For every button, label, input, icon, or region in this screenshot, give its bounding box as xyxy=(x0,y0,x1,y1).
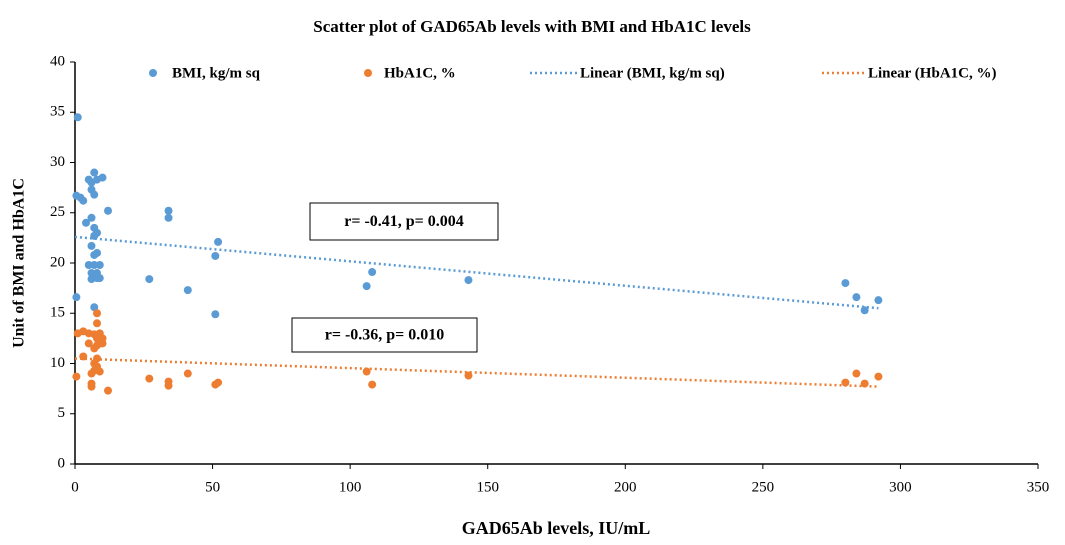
data-point xyxy=(90,168,99,177)
x-tick-label: 150 xyxy=(476,479,499,495)
data-point xyxy=(860,379,869,388)
data-point xyxy=(98,339,107,348)
data-point xyxy=(90,303,99,312)
x-tick-label: 200 xyxy=(614,479,637,495)
legend-marker xyxy=(149,69,157,77)
legend-label: BMI, kg/m sq xyxy=(172,65,261,81)
data-point xyxy=(164,206,173,215)
data-point xyxy=(90,261,99,270)
legend-label: Linear (HbA1C, %) xyxy=(868,65,996,81)
data-point xyxy=(79,196,88,205)
data-point xyxy=(164,381,173,390)
annotation-box xyxy=(291,317,478,353)
data-point xyxy=(87,213,96,222)
trendline xyxy=(74,235,879,310)
data-point xyxy=(87,269,96,278)
data-point xyxy=(368,380,377,389)
annotation-box xyxy=(309,202,499,241)
data-point xyxy=(79,352,88,361)
data-point xyxy=(84,261,93,270)
data-point xyxy=(211,310,220,319)
data-point xyxy=(95,274,104,283)
data-point xyxy=(82,218,91,227)
y-tick-label: 0 xyxy=(58,455,66,471)
chart-title: Scatter plot of GAD65Ab levels with BMI … xyxy=(313,17,751,36)
data-point xyxy=(93,354,102,363)
data-point xyxy=(362,282,371,291)
data-point xyxy=(93,228,102,237)
data-point xyxy=(90,190,99,199)
data-point xyxy=(860,306,869,315)
data-point xyxy=(93,248,102,257)
data-point xyxy=(93,309,102,318)
data-point xyxy=(464,371,473,380)
y-tick-label: 15 xyxy=(50,305,65,321)
data-point xyxy=(87,241,96,250)
data-point xyxy=(464,276,473,285)
data-point xyxy=(211,251,220,260)
annotation: r= -0.36, p= 0.010 xyxy=(325,327,445,344)
data-point xyxy=(368,268,377,277)
x-tick-label: 0 xyxy=(71,479,79,495)
data-point xyxy=(95,261,104,270)
data-point xyxy=(98,173,107,182)
data-point xyxy=(104,206,113,215)
legend-label: HbA1C, % xyxy=(384,65,456,81)
legend-marker xyxy=(364,69,372,77)
x-axis-label: GAD65Ab levels, IU/mL xyxy=(462,518,651,538)
data-point xyxy=(145,275,154,284)
data-point xyxy=(183,286,192,295)
data-point xyxy=(73,113,82,122)
y-axis-label: Unit of BMI and HbA1C xyxy=(11,178,28,348)
y-tick-label: 10 xyxy=(50,355,65,371)
y-tick-label: 20 xyxy=(50,254,65,270)
data-point xyxy=(362,367,371,376)
data-point xyxy=(183,369,192,378)
data-point xyxy=(72,293,81,302)
y-tick-label: 25 xyxy=(50,204,65,220)
data-point xyxy=(852,369,861,378)
data-point xyxy=(87,382,96,391)
data-point xyxy=(841,378,850,387)
x-tick-label: 100 xyxy=(339,479,362,495)
data-point xyxy=(145,374,154,383)
data-point xyxy=(93,319,102,328)
data-point xyxy=(214,378,223,387)
y-tick-label: 35 xyxy=(50,104,65,120)
y-tick-label: 40 xyxy=(50,53,65,69)
x-tick-label: 300 xyxy=(889,479,912,495)
y-tick-label: 30 xyxy=(50,154,65,170)
data-point xyxy=(852,293,861,302)
trendline xyxy=(74,357,879,388)
data-point xyxy=(84,339,93,348)
data-point xyxy=(72,372,81,381)
data-point xyxy=(874,296,883,305)
x-tick-label: 50 xyxy=(205,479,220,495)
data-point xyxy=(95,367,104,376)
data-point xyxy=(214,237,223,246)
data-point xyxy=(874,372,883,381)
data-point xyxy=(164,213,173,222)
annotation: r= -0.41, p= 0.004 xyxy=(344,213,464,230)
x-tick-label: 350 xyxy=(1027,479,1050,495)
data-point xyxy=(841,279,850,288)
y-tick-label: 5 xyxy=(58,405,66,421)
x-tick-label: 250 xyxy=(752,479,775,495)
legend-label: Linear (BMI, kg/m sq) xyxy=(580,65,725,81)
data-point xyxy=(104,386,113,395)
